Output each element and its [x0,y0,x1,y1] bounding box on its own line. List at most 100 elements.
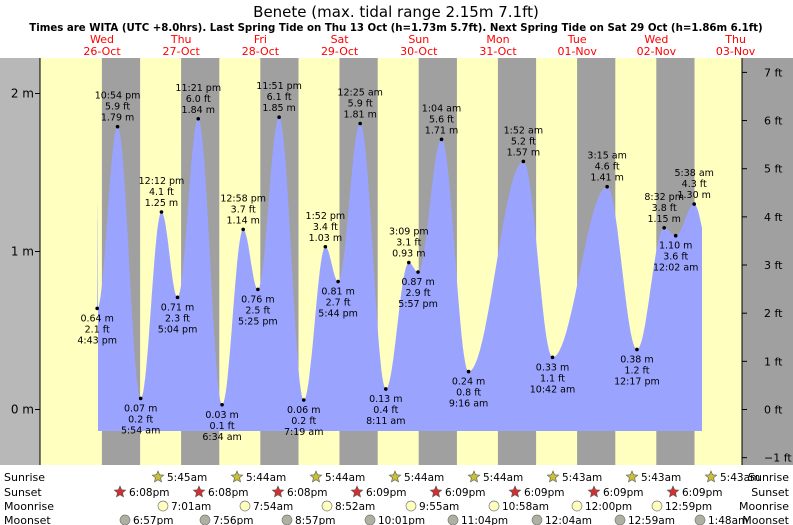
high-tide-label: 5.2 ft [511,136,536,147]
low-tide-label: 0.2 ft [291,416,316,427]
high-tide-label: 6.1 ft [267,92,292,103]
high-tide-label: 1.03 m [309,233,342,244]
low-tide-point [138,396,143,401]
high-tide-label: 3:09 pm [389,227,429,238]
low-tide-label: 12:17 pm [614,376,660,387]
high-tide-label: 1.25 m [145,198,178,209]
sunset-time: 6:08pm [287,487,327,499]
sunset-time: 6:09pm [366,487,406,499]
high-tide-label: 1.71 m [425,125,458,136]
moonrise-icon [571,500,583,512]
high-tide-point [196,116,201,121]
sunrise-icon [467,470,481,483]
low-tide-label: 5:25 pm [238,316,278,327]
high-tide-label: 1.14 m [226,215,259,226]
moonrise-time: 8:52am [335,501,375,513]
day-of-week-label: Tue [567,33,587,46]
high-tide-label: 1.57 m [507,147,540,158]
low-tide-label: 6:34 am [202,432,241,443]
sunset-icon [666,485,680,498]
high-tide-label: 5.6 ft [429,114,454,125]
low-tide-label: 0.2 ft [128,414,153,425]
high-tide-label: 3.1 ft [396,238,421,249]
high-tide-label: 1.15 m [647,214,680,225]
high-tide-label: 4.6 ft [595,162,620,173]
moonrise-time: 9:55am [419,501,459,513]
moonset-time: 10:01pm [378,515,425,525]
low-tide-label: 2.7 ft [326,298,351,309]
high-tide-point [406,260,411,265]
sunrise-icon [309,470,323,483]
low-tide-point [301,398,306,402]
right-axis-tick-label: 4 ft [764,211,783,224]
low-tide-label: 1.10 m [659,241,692,252]
high-tide-label: 5.9 ft [105,102,130,113]
sunrise-time: 5:44am [325,472,365,484]
sunset-time: 6:09pm [603,487,643,499]
moonrise-icon [488,500,500,512]
right-axis-tick-label: 0 ft [764,404,783,417]
moonset-time: 11:04pm [461,515,508,525]
moonrise-time: 12:59pm [665,501,712,513]
chart-title: Benete (max. tidal range 2.15m 7.1ft) [253,3,539,21]
day-of-week-label: Thu [170,33,192,46]
sunrise-icon [230,470,244,483]
right-axis-tick-label: 5 ft [764,163,783,176]
moonrise-time: 12:00pm [585,501,632,513]
high-tide-point [439,137,444,142]
low-tide-label: 2.5 ft [245,305,270,316]
moonset-icon [364,514,376,525]
date-label: 28-Oct [242,45,280,58]
low-tide-label: 10:42 am [530,384,575,395]
high-tide-label: 1.41 m [590,173,623,184]
low-tide-label: 2.3 ft [165,313,190,324]
high-tide-label: 6.0 ft [186,94,211,105]
low-tide-label: 1.1 ft [540,373,565,384]
moonset-time: 8:57pm [295,515,335,525]
left-axis-tick-label: 0 m [11,403,34,417]
sunrise-time: 5:43am [720,472,760,484]
right-axis-tick-label: 7 ft [764,66,783,79]
sunrise-time: 5:43am [641,472,681,484]
day-of-week-label: Fri [254,33,267,46]
sunset-time: 6:09pm [445,487,485,499]
chart-subtitle: Times are WITA (UTC +8.0hrs). Last Sprin… [29,23,762,34]
sunrise-row-label-right: Sunrise [748,471,789,484]
low-tide-label: 0.1 ft [210,421,235,432]
sunrise-icon [388,470,402,483]
day-of-week-label: Sun [408,33,429,46]
sunset-icon [192,485,206,498]
left-axis-tick-label: 2 m [11,87,34,101]
high-tide-label: 1.84 m [182,105,215,116]
low-tide-label: 9:16 am [449,399,488,410]
low-tide-label: 2.1 ft [85,324,110,335]
high-tide-label: 10:54 pm [95,91,141,102]
high-tide-label: 11:21 pm [175,83,221,94]
moonrise-icon [157,500,169,512]
low-tide-label: 5:54 am [121,425,160,436]
low-tide-point [416,270,420,274]
sunset-time: 6:09pm [682,487,722,499]
sunset-icon [429,485,443,498]
high-tide-label: 5.9 ft [348,99,373,110]
high-tide-label: 1:52 pm [306,211,346,222]
sunrise-row-label: Sunrise [4,471,45,484]
low-tide-point [384,387,388,391]
sunset-icon [350,485,364,498]
moonset-icon [119,514,131,525]
low-tide-label: 0.06 m [287,405,320,416]
low-tide-point [635,347,639,352]
low-tide-label: 0.07 m [124,403,157,414]
low-tide-label: 2.9 ft [406,288,431,299]
sunset-icon [508,485,522,498]
low-tide-label: 0.76 m [241,294,274,305]
day-of-week-label: Wed [644,33,668,46]
low-tide-label: 0.64 m [80,313,113,324]
moonrise-icon [321,500,333,512]
low-tide-label: 0.38 m [620,354,653,365]
low-tide-label: 3.6 ft [663,252,688,263]
moonset-time: 1:48am [708,515,748,525]
high-tide-label: 12:58 pm [220,193,266,204]
